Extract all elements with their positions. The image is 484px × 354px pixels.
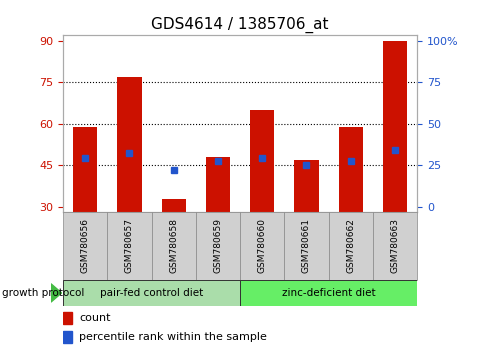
FancyBboxPatch shape <box>63 212 107 280</box>
Bar <box>161 199 185 212</box>
FancyBboxPatch shape <box>372 212 416 280</box>
FancyBboxPatch shape <box>151 212 196 280</box>
Polygon shape <box>51 284 61 302</box>
Text: count: count <box>79 313 110 323</box>
Bar <box>63 331 72 343</box>
FancyBboxPatch shape <box>328 212 372 280</box>
Text: zinc-deficient diet: zinc-deficient diet <box>281 288 375 298</box>
FancyBboxPatch shape <box>107 212 151 280</box>
Bar <box>250 110 274 212</box>
Text: GSM780662: GSM780662 <box>346 218 354 273</box>
Text: pair-fed control diet: pair-fed control diet <box>100 288 203 298</box>
Bar <box>338 127 362 212</box>
Text: GSM780661: GSM780661 <box>302 218 310 273</box>
Text: GSM780660: GSM780660 <box>257 218 266 273</box>
Text: percentile rank within the sample: percentile rank within the sample <box>79 332 266 342</box>
FancyBboxPatch shape <box>196 212 240 280</box>
Text: GSM780658: GSM780658 <box>169 218 178 273</box>
Bar <box>117 77 141 212</box>
Text: GSM780656: GSM780656 <box>80 218 90 273</box>
Title: GDS4614 / 1385706_at: GDS4614 / 1385706_at <box>151 16 328 33</box>
Text: growth protocol: growth protocol <box>2 288 85 298</box>
FancyBboxPatch shape <box>240 280 416 306</box>
Bar <box>73 127 97 212</box>
FancyBboxPatch shape <box>240 212 284 280</box>
FancyBboxPatch shape <box>284 212 328 280</box>
Bar <box>382 41 406 212</box>
FancyBboxPatch shape <box>63 280 240 306</box>
Bar <box>294 160 318 212</box>
Text: GSM780659: GSM780659 <box>213 218 222 273</box>
Bar <box>205 157 229 212</box>
Text: GSM780663: GSM780663 <box>390 218 399 273</box>
Bar <box>63 312 72 324</box>
Text: GSM780657: GSM780657 <box>125 218 134 273</box>
